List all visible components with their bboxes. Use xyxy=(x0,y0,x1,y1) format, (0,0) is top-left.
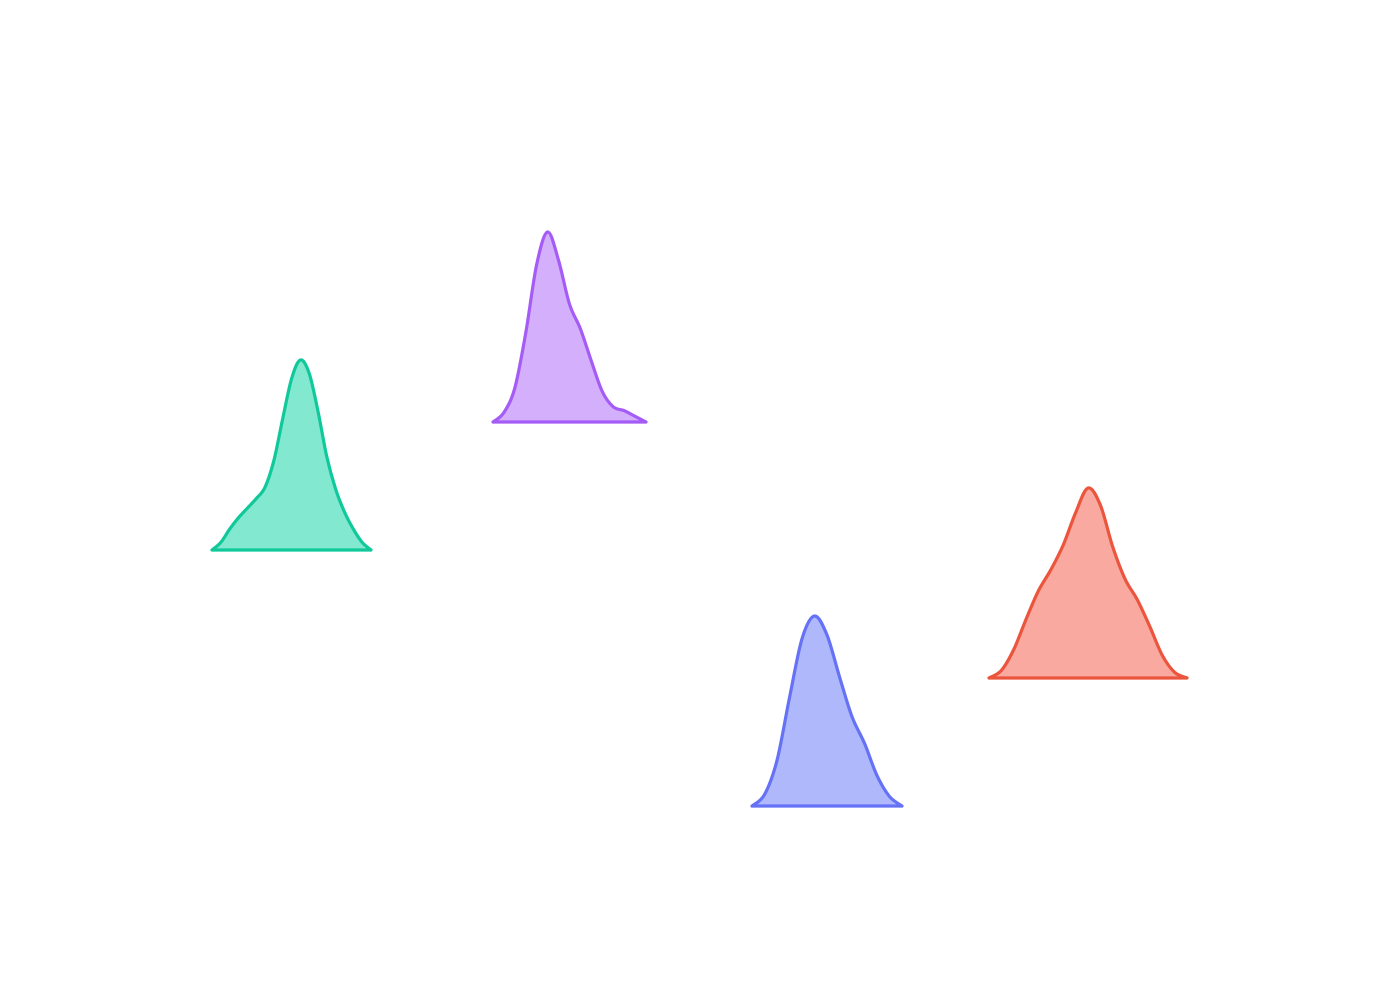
density-line-2 xyxy=(491,230,648,424)
density-area-4 xyxy=(989,487,1187,678)
density-area-1 xyxy=(212,359,371,550)
density-line-4 xyxy=(987,486,1189,680)
density-series-3 xyxy=(750,614,904,808)
density-line-1 xyxy=(210,358,373,552)
density-line-3 xyxy=(750,614,904,808)
density-series-2 xyxy=(491,230,648,424)
density-area-3 xyxy=(752,615,902,806)
density-series-4 xyxy=(987,486,1189,680)
density-area-2 xyxy=(493,231,646,422)
density-series-1 xyxy=(210,358,373,552)
